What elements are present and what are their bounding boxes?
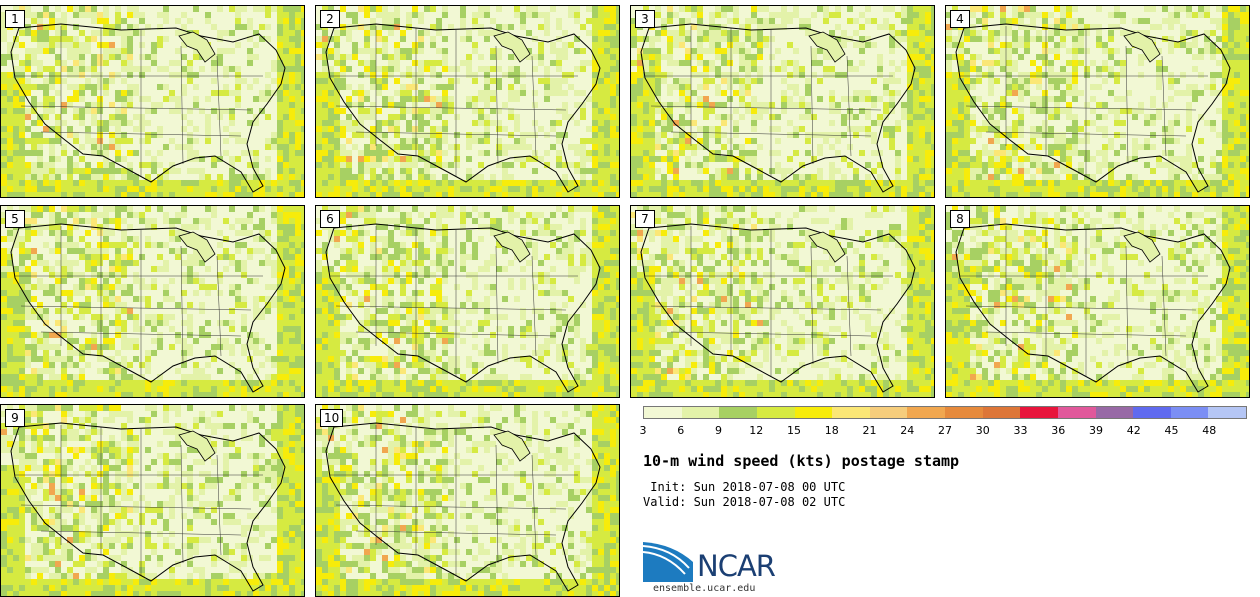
colorbar-tick-label: 36	[1051, 424, 1066, 437]
colorbar-segment	[1057, 407, 1096, 418]
map-panel-2: 2	[315, 5, 620, 198]
ncar-logo-text: NCAR	[697, 549, 776, 583]
map-panel-10: 10	[315, 404, 620, 597]
colorbar-tick-label: 45	[1164, 424, 1179, 437]
colorbar-segment	[1133, 407, 1171, 418]
colorbar-segment	[794, 407, 833, 418]
colorbar-segment	[982, 407, 1021, 418]
colorbar-segment	[907, 407, 945, 418]
map-panel-1: 1	[0, 5, 305, 198]
valid-time: Valid: Sun 2018-07-08 02 UTC	[643, 495, 846, 509]
colorbar-tick-label: 21	[862, 424, 877, 437]
colorbar-segment	[1020, 407, 1058, 418]
colorbar-tick-label: 27	[938, 424, 952, 437]
colorbar-segment	[1208, 407, 1246, 418]
colorbar-tick-label: 42	[1126, 424, 1141, 437]
colorbar-segment	[1170, 407, 1209, 418]
colorbar-segment	[756, 407, 795, 418]
panel-number-label: 7	[635, 210, 655, 228]
colorbar-segment	[869, 407, 908, 418]
colorbar-tick-label: 6	[677, 424, 685, 437]
panel-number-label: 1	[5, 10, 25, 28]
map-panel-8: 8	[945, 205, 1250, 398]
panel-number-label: 8	[950, 210, 970, 228]
map-title: 10-m wind speed (kts) postage stamp	[643, 452, 960, 470]
ncar-logo-icon	[643, 542, 693, 582]
colorbar-segment	[945, 407, 983, 418]
colorbar-tick-label: 24	[900, 424, 915, 437]
colorbar-tick-label: 18	[824, 424, 839, 437]
colorbar-segment	[1095, 407, 1134, 418]
panel-number-label: 2	[320, 10, 340, 28]
colorbar-tick-label: 39	[1089, 424, 1103, 437]
colorbar-tick-label: 15	[787, 424, 801, 437]
panel-number-label: 10	[320, 409, 344, 427]
colorbar-tick-label: 3	[639, 424, 647, 437]
colorbar-segment	[681, 407, 720, 418]
map-panel-7: 7	[630, 205, 935, 398]
init-time: Init: Sun 2018-07-08 00 UTC	[643, 480, 846, 494]
panel-number-label: 3	[635, 10, 655, 28]
colorbar-segment	[832, 407, 870, 418]
panel-number-label: 6	[320, 210, 340, 228]
colorbar-tick-label: 9	[715, 424, 722, 437]
colorbar	[643, 406, 1247, 419]
map-panel-9: 9	[0, 404, 305, 597]
map-panel-3: 3	[630, 5, 935, 198]
map-panel-6: 6	[315, 205, 620, 398]
colorbar-ticks: 3 6 9 12 15 18 21 24 27 30 33 36 39 42 45 48	[639, 424, 1247, 438]
website-link: ensemble.ucar.edu	[653, 583, 756, 594]
colorbar-tick-label: 33	[1013, 424, 1028, 437]
colorbar-tick-label: 48	[1202, 424, 1217, 437]
map-panel-5: 5	[0, 205, 305, 398]
map-panel-4: 4	[945, 5, 1250, 198]
panel-number-label: 4	[950, 10, 970, 28]
colorbar-tick-label: 30	[975, 424, 990, 437]
colorbar-segment	[719, 407, 757, 418]
colorbar-segment	[644, 407, 682, 418]
colorbar-tick-label: 12	[749, 424, 764, 437]
panel-number-label: 5	[5, 210, 25, 228]
panel-number-label: 9	[5, 409, 25, 427]
